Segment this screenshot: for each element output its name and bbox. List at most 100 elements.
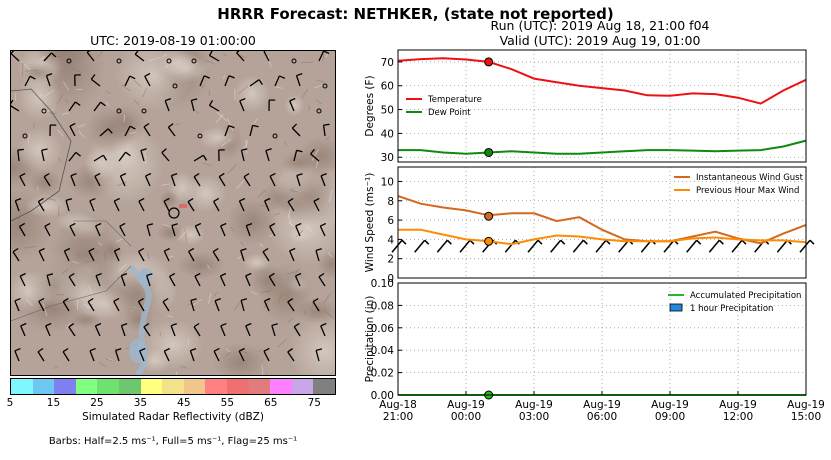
wind-barb — [414, 239, 430, 253]
legend-entry: Previous Hour Max Wind — [674, 186, 799, 196]
wind-barb — [313, 197, 320, 212]
wind-barb — [63, 247, 71, 262]
wind-barb — [163, 347, 171, 362]
wind-barb — [289, 247, 296, 262]
wind-barb — [199, 75, 210, 87]
wind-barb — [86, 51, 95, 62]
wind-barb — [113, 247, 121, 262]
wind-barb — [19, 172, 26, 187]
colorbar-tick-label: 5 — [6, 397, 14, 409]
x-tick-label-time: 00:00 — [451, 411, 481, 423]
wind-barb — [164, 97, 172, 112]
wind-barb — [137, 297, 145, 312]
wind-barb — [68, 101, 81, 112]
wind-barb — [262, 247, 270, 262]
wind-barb — [224, 125, 235, 137]
series-line — [398, 228, 807, 246]
wind-barb — [11, 51, 20, 62]
colorbar-swatch — [183, 379, 206, 394]
wind-barb — [124, 75, 136, 87]
y-tick-label: 4 — [387, 234, 394, 246]
wind-barb — [189, 348, 197, 362]
wind-barb — [294, 272, 302, 287]
x-tick-label-date: Aug-19 — [719, 399, 757, 411]
wind-barb — [310, 148, 320, 162]
colorbar-swatch — [32, 379, 55, 394]
y-axis-label: Precipitation (in) — [364, 296, 376, 383]
wind-barb — [238, 347, 245, 362]
wind-barb — [219, 272, 227, 287]
y-tick-label: 40 — [381, 128, 394, 140]
wind-barb — [315, 348, 323, 362]
calm-wind-circle — [197, 133, 203, 139]
wind-barb — [595, 239, 611, 253]
wind-barb — [44, 222, 51, 237]
colorbar-tick-label: 65 — [264, 397, 278, 409]
wind-barb — [114, 348, 122, 362]
calm-wind-circle — [291, 58, 297, 64]
wind-barb — [93, 154, 108, 162]
wind-barb — [240, 148, 248, 162]
wind-barb — [20, 322, 27, 337]
wind-barb — [120, 273, 128, 287]
series-line — [397, 57, 807, 105]
wind-barb — [289, 97, 296, 112]
legend-entry: Temperature — [406, 95, 482, 105]
wind-barb — [249, 79, 263, 87]
radar-map — [10, 50, 336, 376]
wind-barb — [118, 151, 131, 162]
current-time-marker — [484, 211, 494, 221]
wind-barb — [37, 197, 45, 212]
wind-barb — [293, 149, 303, 162]
radar-map-canvas — [11, 51, 335, 375]
series-line — [398, 139, 807, 155]
y-tick-label: 0.06 — [371, 323, 395, 335]
y-tick-label: 0.04 — [371, 345, 395, 357]
wind-barb — [320, 322, 327, 337]
wind-barb — [46, 273, 54, 287]
wind-barb — [19, 272, 26, 287]
legend-entry: 1 hour Precipitation — [669, 303, 773, 314]
colorbar-swatch — [97, 379, 119, 394]
y-tick-label: 60 — [381, 81, 394, 93]
current-time-marker — [484, 236, 494, 246]
colorbar-swatch — [205, 379, 227, 394]
wind-barb — [213, 197, 220, 212]
colorbar-swatch — [270, 379, 292, 394]
wind-barb — [24, 75, 36, 87]
wind-barb — [38, 297, 45, 312]
wind-barb — [161, 148, 170, 162]
wind-barb — [120, 323, 128, 337]
wind-barb — [550, 239, 566, 253]
colorbar-swatch — [54, 379, 76, 394]
wind-barb — [14, 297, 21, 312]
colorbar-swatch — [291, 379, 314, 394]
wind-barb — [43, 52, 57, 62]
colorbar-tick-label: 75 — [307, 397, 321, 409]
wind-barb — [45, 322, 52, 337]
wind-barb — [238, 197, 246, 212]
colorbar-tick-label: 45 — [177, 397, 191, 409]
y-tick-label: 0.02 — [371, 368, 394, 380]
wind-barb — [245, 223, 253, 237]
wind-barb — [68, 322, 76, 337]
colorbar-tick-label: 25 — [90, 397, 104, 409]
colorbar-swatch — [162, 379, 184, 394]
figure-title: HRRR Forecast: NETHKER, (state not repor… — [217, 5, 614, 23]
wind-barb — [190, 98, 198, 112]
wind-barb — [208, 99, 220, 112]
calm-wind-circle — [322, 83, 328, 89]
wind-barb — [62, 297, 70, 312]
x-tick-label-date: Aug-19 — [583, 399, 621, 411]
wind-barb — [686, 239, 702, 253]
calm-wind-circle — [41, 108, 47, 114]
wind-barb — [312, 297, 320, 312]
wind-barb — [146, 273, 153, 287]
y-tick-label: 6 — [387, 215, 394, 227]
wind-barb — [124, 125, 136, 137]
wind-barb — [69, 222, 76, 237]
y-tick-label: 70 — [381, 57, 394, 69]
x-tick-label-time: 21:00 — [383, 411, 413, 423]
wind-barb — [144, 172, 152, 187]
